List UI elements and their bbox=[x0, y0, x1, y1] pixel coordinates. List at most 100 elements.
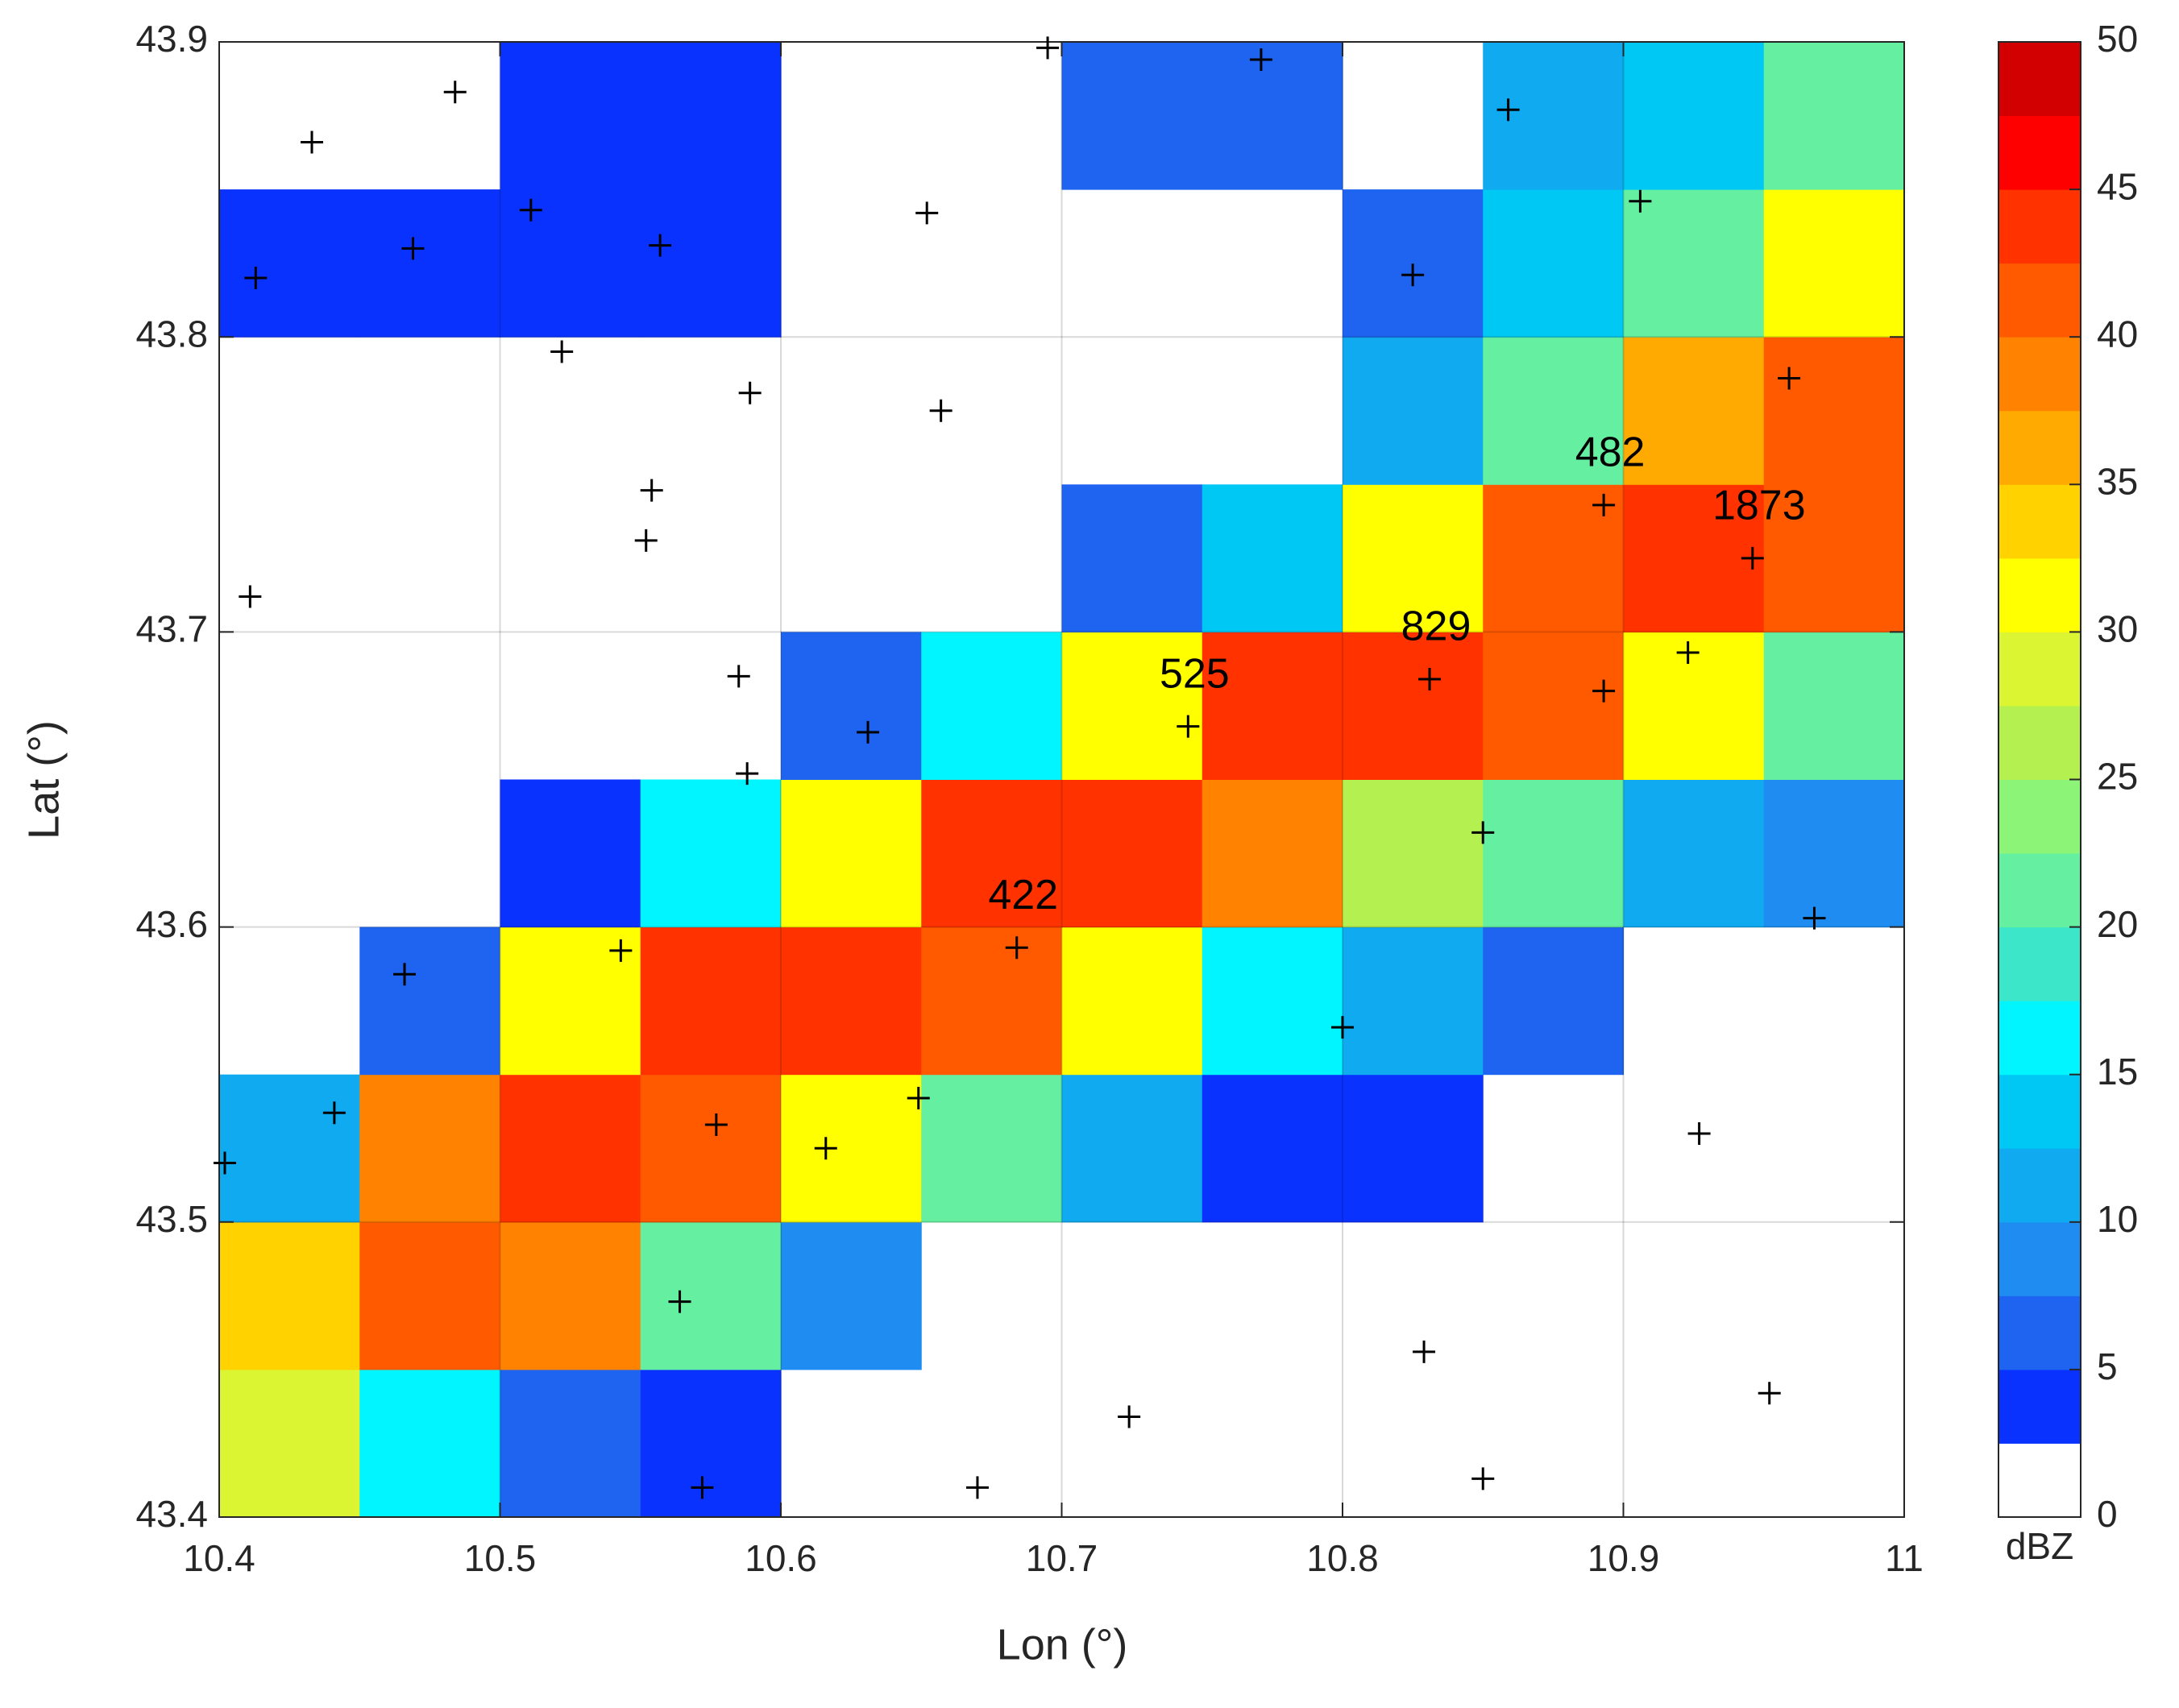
station-marker bbox=[393, 963, 417, 986]
heatmap-cell bbox=[781, 1074, 922, 1223]
colorbar-swatch bbox=[1998, 189, 2081, 264]
colorbar-swatch bbox=[1998, 705, 2081, 780]
station-marker bbox=[1687, 1121, 1711, 1145]
colorbar-tick-label: 10 bbox=[2097, 1198, 2138, 1240]
station-marker bbox=[814, 1137, 837, 1160]
colorbar-swatch bbox=[1998, 853, 2081, 928]
y-tick-label: 43.6 bbox=[135, 903, 208, 945]
heatmap-cell bbox=[1061, 484, 1203, 632]
station-marker bbox=[239, 585, 262, 608]
station-marker bbox=[401, 237, 425, 260]
station-marker bbox=[1676, 641, 1700, 665]
heatmap-cell bbox=[640, 927, 782, 1076]
heatmap-cell bbox=[1763, 189, 1905, 338]
x-axis-label: Lon (°) bbox=[997, 1620, 1128, 1669]
heatmap-cell bbox=[500, 189, 641, 338]
colorbar-tick-label: 45 bbox=[2097, 165, 2138, 207]
station-label: 422 bbox=[988, 872, 1058, 918]
x-tick-label: 11 bbox=[1885, 1537, 1924, 1579]
heatmap-cell bbox=[921, 927, 1062, 1076]
colorbar-tick-label: 40 bbox=[2097, 313, 2138, 354]
station-label: 525 bbox=[1160, 650, 1230, 697]
heatmap-cell bbox=[640, 189, 782, 338]
heatmap-cell bbox=[1061, 632, 1203, 780]
station-marker bbox=[609, 939, 633, 962]
labeled-station-marker bbox=[1741, 546, 1764, 570]
heatmap-cell bbox=[1763, 42, 1905, 190]
heatmap-cell bbox=[640, 1074, 782, 1223]
station-marker bbox=[736, 762, 759, 786]
heatmap-cell bbox=[1202, 779, 1343, 928]
station-marker bbox=[907, 1087, 930, 1109]
colorbar-swatch bbox=[1998, 1221, 2081, 1296]
colorbar-tick-label: 15 bbox=[2097, 1051, 2138, 1092]
heatmap-cell bbox=[1202, 927, 1343, 1076]
colorbar-swatch bbox=[1998, 263, 2081, 338]
heatmap-cell bbox=[1623, 42, 1765, 190]
heatmap-cell bbox=[219, 189, 360, 338]
station-marker bbox=[640, 479, 663, 502]
heatmap-cell bbox=[359, 1074, 500, 1223]
heatmap-cell bbox=[500, 42, 641, 190]
heatmap-cell bbox=[640, 1221, 782, 1370]
heatmap-cell bbox=[1202, 632, 1343, 780]
colorbar-swatch bbox=[1998, 484, 2081, 559]
colorbar-swatch bbox=[1998, 337, 2081, 412]
heatmap-cell bbox=[1483, 42, 1624, 190]
station-marker bbox=[1471, 1467, 1495, 1490]
colorbar-swatch bbox=[1998, 115, 2081, 190]
y-tick-label: 43.8 bbox=[135, 313, 208, 354]
heatmap-cell bbox=[1061, 927, 1203, 1076]
heatmap-cell bbox=[1343, 779, 1484, 928]
heatmap-cell bbox=[1483, 779, 1624, 928]
station-marker bbox=[668, 1290, 691, 1313]
heatmap-cells bbox=[219, 42, 1905, 1518]
labeled-station-marker bbox=[1418, 667, 1442, 690]
station-marker bbox=[550, 340, 574, 363]
station-marker bbox=[727, 665, 750, 688]
station-label: 1873 bbox=[1712, 483, 1806, 529]
heatmap-cell bbox=[1483, 189, 1624, 338]
heatmap-cell bbox=[1623, 337, 1765, 485]
heatmap-cell bbox=[1202, 484, 1343, 632]
heatmap-cell bbox=[781, 1221, 922, 1370]
heatmap-cell bbox=[1343, 1074, 1484, 1223]
station-marker bbox=[1496, 98, 1520, 122]
colorbar-tick-label: 0 bbox=[2097, 1493, 2118, 1535]
heatmap-cell bbox=[500, 1221, 641, 1370]
heatmap-cell bbox=[781, 779, 922, 928]
heatmap-cell bbox=[1483, 337, 1624, 485]
y-tick-label: 43.9 bbox=[135, 18, 208, 60]
heatmap-cell bbox=[1061, 42, 1203, 190]
station-marker bbox=[1249, 48, 1272, 71]
heatmap-cell bbox=[640, 779, 782, 928]
station-marker bbox=[1118, 1405, 1141, 1428]
station-marker bbox=[649, 234, 672, 257]
station-marker bbox=[301, 131, 324, 154]
y-tick-label: 43.7 bbox=[135, 608, 208, 650]
heatmap-cell bbox=[640, 1369, 782, 1518]
colorbar-swatch bbox=[1998, 410, 2081, 485]
heatmap-cell bbox=[1483, 927, 1624, 1076]
heatmap-cell bbox=[219, 1221, 360, 1370]
colorbar-tick-label: 50 bbox=[2097, 18, 2138, 60]
heatmap-cell bbox=[1343, 337, 1484, 485]
x-tick-label: 10.6 bbox=[745, 1537, 817, 1579]
station-marker bbox=[213, 1151, 236, 1175]
heatmap-cell bbox=[1061, 1074, 1203, 1223]
heatmap-cell bbox=[1343, 484, 1484, 632]
heatmap-cell bbox=[1061, 779, 1203, 928]
station-marker bbox=[244, 266, 268, 289]
heatmap-cell bbox=[359, 189, 500, 338]
heatmap-cell bbox=[1343, 632, 1484, 780]
heatmap-cell bbox=[1623, 484, 1765, 632]
heatmap-cell bbox=[1623, 779, 1765, 928]
heatmap-cell bbox=[1763, 337, 1905, 485]
station-marker bbox=[965, 1476, 989, 1499]
y-tick-label: 43.5 bbox=[135, 1198, 208, 1240]
colorbar-swatch bbox=[1998, 1001, 2081, 1076]
heatmap-cell bbox=[1343, 927, 1484, 1076]
heatmap-cell bbox=[1343, 189, 1484, 338]
heatmap-cell bbox=[1623, 189, 1765, 338]
